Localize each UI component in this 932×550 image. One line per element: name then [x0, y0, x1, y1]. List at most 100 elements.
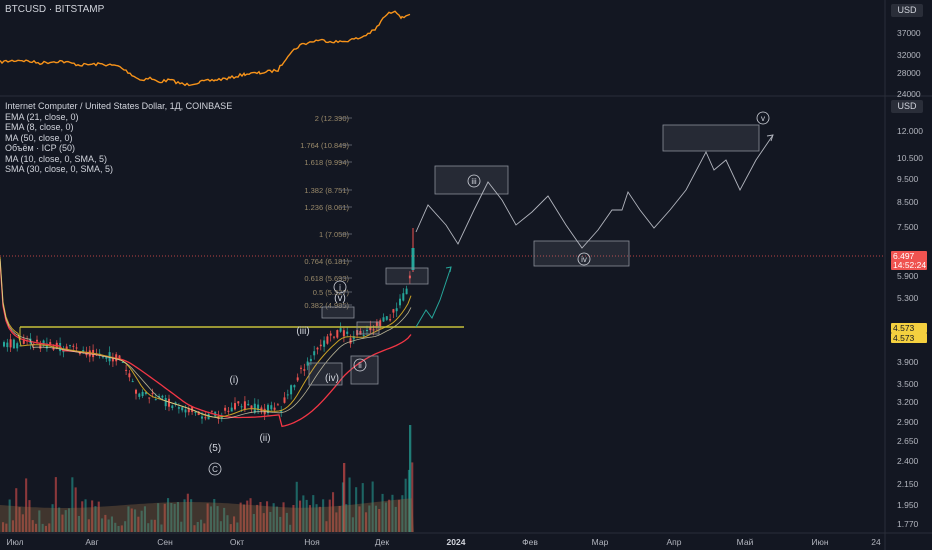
wave-target-box: [662, 124, 760, 152]
candle-body: [349, 338, 352, 344]
volume-bar: [266, 501, 269, 532]
main-currency-button[interactable]: USD: [891, 100, 923, 113]
time-axis-label: Мар: [592, 537, 609, 547]
volume-bar: [48, 523, 51, 532]
candle-body: [3, 342, 5, 347]
candle-body: [375, 321, 378, 326]
volume-bar: [31, 520, 34, 532]
candle-body: [75, 347, 78, 349]
wave-target-box: [434, 165, 509, 195]
level-price-tag: 4.573: [891, 323, 927, 333]
volume-bar: [289, 524, 292, 532]
candle-body: [273, 407, 276, 410]
price-axis-tick: 12.000: [897, 126, 923, 136]
volume-bar: [398, 499, 401, 532]
indicator-ema21[interactable]: EMA (21, close, 0): [5, 111, 79, 122]
candle-body: [286, 394, 289, 396]
candle-body: [290, 385, 293, 395]
candle-body: [210, 410, 213, 412]
main-pane-title: Internet Computer / United States Dollar…: [5, 101, 233, 111]
volume-bar: [134, 509, 137, 532]
indicator-volume[interactable]: Объём · ICP (50): [5, 143, 76, 153]
candle-body: [389, 319, 392, 321]
candle-body: [240, 406, 243, 408]
indicator-ema8[interactable]: EMA (8, close, 0): [5, 122, 74, 132]
btc-axis-tick: 28000: [897, 68, 921, 78]
fib-level-label: 0.618 (5.693): [304, 274, 349, 283]
indicator-ma10[interactable]: MA (10, close, 0, SMA, 5): [5, 153, 108, 164]
volume-bar: [361, 483, 364, 532]
candle-body: [12, 339, 15, 349]
volume-bar: [411, 462, 414, 532]
candle-body: [250, 405, 253, 410]
btc-axis-tick: 37000: [897, 28, 921, 38]
volume-bar: [252, 514, 255, 532]
candle-body: [280, 410, 283, 412]
volume-bar: [71, 477, 74, 532]
price-axis-tick: 2.650: [897, 436, 919, 446]
volume-bar: [239, 502, 242, 532]
candle-body: [336, 330, 339, 338]
time-axis-label: Июл: [6, 537, 23, 547]
time-axis-label: 24: [871, 537, 881, 547]
volume-bar: [404, 478, 407, 532]
candle-body: [135, 389, 137, 394]
volume-bar: [110, 516, 113, 532]
ema21-line: [0, 260, 412, 428]
projected-arrow: [415, 266, 452, 328]
candle-body: [352, 336, 355, 340]
time-axis-label: Окт: [230, 537, 244, 547]
btc-currency-button[interactable]: USD: [891, 4, 923, 17]
volume-bar: [54, 477, 57, 532]
volume-bar: [97, 501, 100, 532]
wave-label: i: [339, 283, 341, 292]
fib-level-label: 0.5 (5.327): [313, 288, 350, 297]
volume-bar: [358, 506, 361, 532]
candle-body: [379, 320, 382, 327]
candle-body: [9, 339, 12, 348]
fib-level-label: 0.382 (4.985): [304, 301, 349, 310]
candle-body: [6, 342, 9, 348]
indicator-sma30[interactable]: SMA (30, close, 0, SMA, 5): [5, 164, 114, 174]
candle-body: [362, 335, 365, 336]
price-axis-tick: 2.900: [897, 417, 919, 427]
fib-level-label: 1.618 (9.994): [304, 158, 349, 167]
candle-body: [141, 391, 144, 397]
volume-bar: [84, 499, 87, 532]
wave-label-circle: [353, 358, 367, 372]
candle-body: [372, 329, 375, 331]
volume-bar: [308, 505, 311, 532]
candle-body: [395, 308, 398, 312]
volume-bar: [143, 506, 146, 532]
volume-bar: [295, 481, 298, 532]
volume-bar: [213, 499, 216, 532]
wave-label-circle: [333, 280, 347, 294]
candle-body: [382, 317, 385, 322]
volume-bar: [259, 502, 262, 532]
volume-bar: [335, 512, 338, 532]
candle-body: [144, 392, 147, 394]
volume-bar: [394, 506, 397, 532]
volume-bar: [44, 525, 47, 532]
time-axis-label: Дек: [375, 537, 389, 547]
candle-body: [267, 404, 269, 414]
volume-bar: [282, 502, 285, 532]
volume-bar: [272, 503, 275, 532]
volume-bar: [378, 509, 381, 532]
wave-target-box: [308, 362, 343, 386]
price-axis-tick: 5.900: [897, 271, 919, 281]
volume-bar: [77, 516, 80, 532]
volume-bar: [302, 495, 305, 532]
volume-bar: [114, 522, 117, 532]
indicator-ma50[interactable]: MA (50, close, 0): [5, 132, 73, 143]
volume-bar: [51, 504, 54, 532]
candle-body: [316, 347, 319, 350]
volume-bar: [388, 499, 391, 532]
candle-body: [303, 369, 306, 371]
candle-body: [333, 336, 335, 338]
time-axis-label: Ноя: [304, 537, 320, 547]
volume-bar: [223, 507, 226, 532]
volume-bar: [269, 512, 272, 532]
volume-bar: [338, 506, 341, 532]
candle-body: [148, 397, 151, 399]
